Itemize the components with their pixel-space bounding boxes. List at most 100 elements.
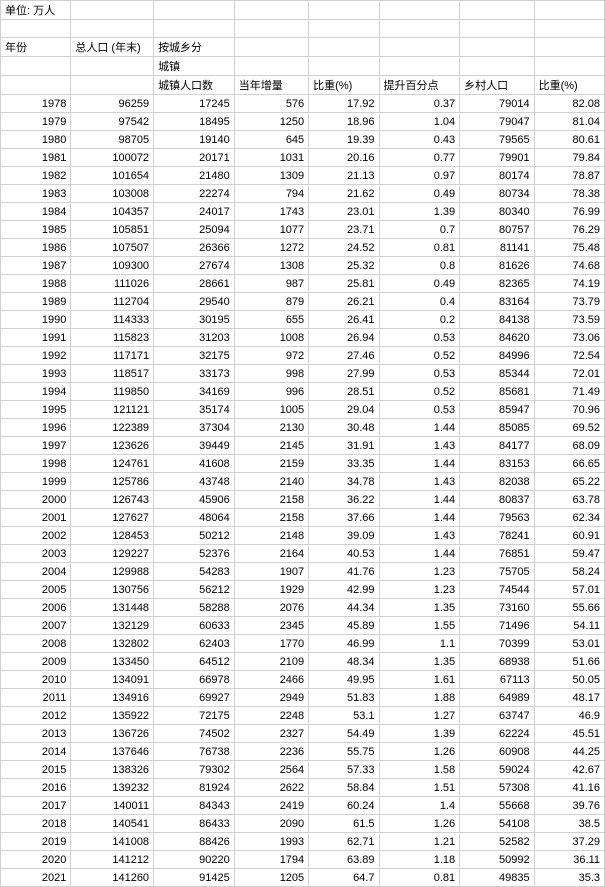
cell bbox=[379, 57, 460, 76]
table-cell: 37304 bbox=[154, 419, 235, 437]
table-cell: 111026 bbox=[71, 275, 154, 293]
table-cell: 2005 bbox=[1, 581, 71, 599]
table-cell: 84138 bbox=[460, 311, 534, 329]
table-cell: 1907 bbox=[234, 563, 308, 581]
table-cell: 130756 bbox=[71, 581, 154, 599]
table-cell: 135922 bbox=[71, 707, 154, 725]
table-cell: 75705 bbox=[460, 563, 534, 581]
table-cell: 63.78 bbox=[534, 491, 604, 509]
table-cell: 81924 bbox=[154, 779, 235, 797]
table-cell: 85681 bbox=[460, 383, 534, 401]
table-cell: 1031 bbox=[234, 149, 308, 167]
table-cell: 1.21 bbox=[379, 833, 460, 851]
table-cell: 1984 bbox=[1, 203, 71, 221]
table-cell: 112704 bbox=[71, 293, 154, 311]
table-cell: 73.06 bbox=[534, 329, 604, 347]
unit-label: 单位: 万人 bbox=[1, 1, 71, 20]
table-cell: 117171 bbox=[71, 347, 154, 365]
table-cell: 30.48 bbox=[309, 419, 379, 437]
cell bbox=[234, 1, 308, 20]
table-cell: 114333 bbox=[71, 311, 154, 329]
table-cell: 2016 bbox=[1, 779, 71, 797]
table-cell: 57.33 bbox=[309, 761, 379, 779]
table-cell: 1998 bbox=[1, 455, 71, 473]
table-cell: 122389 bbox=[71, 419, 154, 437]
table-cell: 28661 bbox=[154, 275, 235, 293]
table-cell: 1.88 bbox=[379, 689, 460, 707]
table-cell: 1.1 bbox=[379, 635, 460, 653]
table-cell: 44.34 bbox=[309, 599, 379, 617]
cell bbox=[154, 1, 235, 20]
table-cell: 81.04 bbox=[534, 113, 604, 131]
table-cell: 54.11 bbox=[534, 617, 604, 635]
table-cell: 2011 bbox=[1, 689, 71, 707]
table-cell: 81141 bbox=[460, 239, 534, 257]
table-cell: 1.18 bbox=[379, 851, 460, 869]
table-cell: 879 bbox=[234, 293, 308, 311]
table-cell: 1309 bbox=[234, 167, 308, 185]
table-cell: 80340 bbox=[460, 203, 534, 221]
table-cell: 1.61 bbox=[379, 671, 460, 689]
table-cell: 0.53 bbox=[379, 401, 460, 419]
table-cell: 1.43 bbox=[379, 527, 460, 545]
table-cell: 118517 bbox=[71, 365, 154, 383]
table-cell: 0.77 bbox=[379, 149, 460, 167]
table-cell: 1991 bbox=[1, 329, 71, 347]
cell bbox=[71, 1, 154, 20]
table-cell: 84996 bbox=[460, 347, 534, 365]
table-cell: 64.7 bbox=[309, 869, 379, 887]
table-cell: 2020 bbox=[1, 851, 71, 869]
table-cell: 61.5 bbox=[309, 815, 379, 833]
table-cell: 1794 bbox=[234, 851, 308, 869]
table-cell: 63747 bbox=[460, 707, 534, 725]
table-cell: 79014 bbox=[460, 95, 534, 113]
col-annual-increase: 当年增量 bbox=[234, 76, 308, 95]
table-cell: 97542 bbox=[71, 113, 154, 131]
table-cell: 1.43 bbox=[379, 437, 460, 455]
col-rural-pop: 乡村人口 bbox=[460, 76, 534, 95]
table-cell: 64512 bbox=[154, 653, 235, 671]
table-cell: 1008 bbox=[234, 329, 308, 347]
table-cell: 84620 bbox=[460, 329, 534, 347]
table-cell: 972 bbox=[234, 347, 308, 365]
cell bbox=[534, 20, 604, 38]
table-cell: 109300 bbox=[71, 257, 154, 275]
table-cell: 64989 bbox=[460, 689, 534, 707]
cell bbox=[1, 57, 71, 76]
table-cell: 2148 bbox=[234, 527, 308, 545]
table-cell: 62224 bbox=[460, 725, 534, 743]
table-cell: 0.53 bbox=[379, 329, 460, 347]
table-cell: 1997 bbox=[1, 437, 71, 455]
table-cell: 21.13 bbox=[309, 167, 379, 185]
col-increase-points: 提升百分点 bbox=[379, 76, 460, 95]
table-cell: 18.96 bbox=[309, 113, 379, 131]
cell bbox=[71, 76, 154, 95]
table-cell: 19140 bbox=[154, 131, 235, 149]
table-cell: 996 bbox=[234, 383, 308, 401]
table-cell: 2076 bbox=[234, 599, 308, 617]
table-cell: 48.34 bbox=[309, 653, 379, 671]
table-cell: 71496 bbox=[460, 617, 534, 635]
table-cell: 78.87 bbox=[534, 167, 604, 185]
table-cell: 1.43 bbox=[379, 473, 460, 491]
table-cell: 39449 bbox=[154, 437, 235, 455]
table-cell: 21480 bbox=[154, 167, 235, 185]
table-cell: 51.83 bbox=[309, 689, 379, 707]
table-cell: 45906 bbox=[154, 491, 235, 509]
table-cell: 1272 bbox=[234, 239, 308, 257]
table-cell: 1.44 bbox=[379, 491, 460, 509]
table-cell: 1.58 bbox=[379, 761, 460, 779]
table-cell: 128453 bbox=[71, 527, 154, 545]
table-cell: 82.08 bbox=[534, 95, 604, 113]
table-cell: 121121 bbox=[71, 401, 154, 419]
table-cell: 1.35 bbox=[379, 653, 460, 671]
col-urban: 城镇 bbox=[154, 57, 235, 76]
table-cell: 49835 bbox=[460, 869, 534, 887]
cell bbox=[309, 57, 379, 76]
table-cell: 101654 bbox=[71, 167, 154, 185]
table-cell: 29540 bbox=[154, 293, 235, 311]
table-cell: 136726 bbox=[71, 725, 154, 743]
table-cell: 0.8 bbox=[379, 257, 460, 275]
cell bbox=[309, 20, 379, 38]
table-cell: 134091 bbox=[71, 671, 154, 689]
